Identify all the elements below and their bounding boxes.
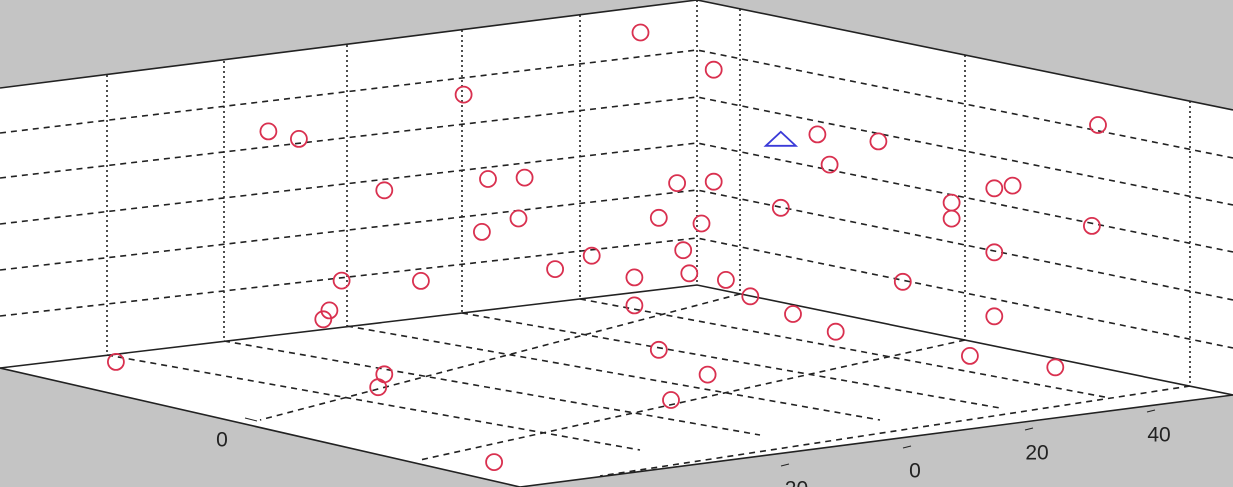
- point: [893, 272, 912, 291]
- point: [289, 129, 308, 148]
- point: [625, 268, 644, 287]
- point: [411, 271, 430, 290]
- point: [674, 241, 693, 260]
- point: [680, 264, 699, 283]
- point: [332, 271, 351, 290]
- x-tick: [1024, 427, 1034, 431]
- point: [631, 23, 650, 42]
- point: [704, 60, 723, 79]
- x-tick-label: 40: [1147, 424, 1170, 447]
- point: [314, 310, 333, 329]
- point: [763, 130, 799, 147]
- point: [625, 296, 644, 315]
- point: [649, 208, 668, 227]
- x-tick: [780, 463, 790, 467]
- point: [985, 179, 1004, 198]
- point: [692, 214, 711, 233]
- point: [741, 287, 760, 306]
- point: [961, 346, 979, 365]
- point: [479, 170, 497, 188]
- point: [454, 85, 473, 104]
- point: [649, 340, 668, 359]
- x-tick-label: -20: [778, 478, 808, 487]
- point: [107, 352, 125, 371]
- point: [1046, 358, 1065, 377]
- point: [826, 322, 845, 341]
- x-tick: [902, 445, 912, 449]
- point: [515, 168, 534, 187]
- point: [820, 155, 839, 174]
- back-walls: [0, 0, 1233, 396]
- point: [259, 122, 278, 141]
- point: [784, 305, 802, 323]
- point: [985, 307, 1004, 326]
- point: [320, 301, 339, 320]
- y-tick-label: 0: [216, 429, 228, 452]
- x-tick-label: 20: [1025, 442, 1048, 465]
- point: [375, 181, 394, 200]
- x-tick: [1146, 409, 1156, 413]
- y-tick: [244, 417, 258, 422]
- point: [704, 172, 723, 191]
- point: [771, 198, 790, 217]
- point: [1003, 176, 1022, 195]
- point: [869, 132, 888, 151]
- point: [509, 209, 528, 228]
- point: [942, 209, 961, 228]
- point: [985, 243, 1004, 262]
- point: [472, 222, 491, 241]
- point: [546, 260, 564, 279]
- point: [485, 453, 504, 472]
- point: [808, 125, 827, 144]
- point: [582, 246, 601, 265]
- x-tick-label: 0: [909, 460, 921, 483]
- point: [717, 270, 735, 289]
- point: [1083, 216, 1101, 235]
- point: [668, 174, 686, 193]
- point: [662, 391, 680, 409]
- point: [369, 378, 388, 397]
- point: [698, 365, 717, 384]
- floor-grid: [0, 293, 1233, 487]
- point: [1089, 116, 1107, 134]
